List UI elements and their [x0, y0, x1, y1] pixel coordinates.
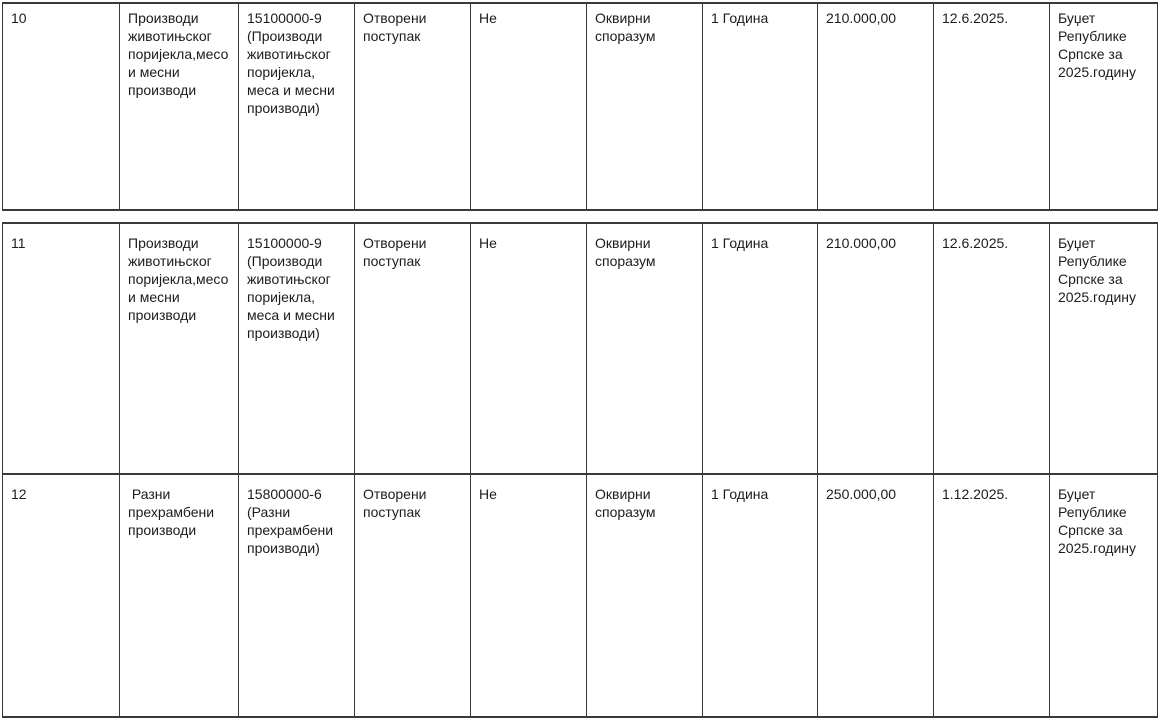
table-row: 12 Разни прехрамбени производи 15800000-… — [2, 473, 1158, 718]
cell-lot-division: Не — [470, 473, 587, 718]
cell-row-number: 12 — [2, 473, 120, 718]
cell-estimated-value: 210.000,00 — [817, 222, 934, 475]
cell-start-date: 1.12.2025. — [933, 473, 1050, 718]
cell-row-number: 10 — [2, 2, 120, 211]
cell-duration: 1 Година — [702, 473, 818, 718]
cell-cpv-code: 15100000-9 (Производи животињског порије… — [238, 2, 355, 211]
cell-lot-division: Не — [470, 2, 587, 211]
procurement-table: 10 Производи животињског поријекла,месо … — [2, 2, 1158, 211]
cell-subject: Разни прехрамбени производи — [119, 473, 239, 718]
cell-funding-source: Буџет Републике Српске за 2025.годину — [1049, 222, 1158, 475]
cell-start-date: 12.6.2025. — [933, 2, 1050, 211]
cell-cpv-code: 15800000-6 (Разни прехрамбени производи) — [238, 473, 355, 718]
table-row: 11 Производи животињског поријекла,месо … — [2, 222, 1158, 475]
cell-row-number: 11 — [2, 222, 120, 475]
cell-procedure-type: Отворени поступак — [354, 2, 471, 211]
cell-funding-source: Буџет Републике Српске за 2025.годину — [1049, 2, 1158, 211]
cell-funding-source: Буџет Републике Српске за 2025.годину — [1049, 473, 1158, 718]
table-row: 10 Производи животињског поријекла,месо … — [2, 2, 1158, 211]
cell-estimated-value: 250.000,00 — [817, 473, 934, 718]
procurement-table-block-1: 10 Производи животињског поријекла,месо … — [2, 2, 1158, 211]
cell-procedure-type: Отворени поступак — [354, 222, 471, 475]
cell-procedure-type: Отворени поступак — [354, 473, 471, 718]
cell-subject: Производи животињског поријекла,месо и м… — [119, 2, 239, 211]
cell-contract-form: Оквирни споразум — [586, 2, 703, 211]
cell-lot-division: Не — [470, 222, 587, 475]
cell-estimated-value: 210.000,00 — [817, 2, 934, 211]
cell-subject: Производи животињског поријекла,месо и м… — [119, 222, 239, 475]
cell-duration: 1 Година — [702, 222, 818, 475]
procurement-table-block-2: 11 Производи животињског поријекла,месо … — [2, 222, 1158, 718]
cell-contract-form: Оквирни споразум — [586, 222, 703, 475]
cell-start-date: 12.6.2025. — [933, 222, 1050, 475]
procurement-table: 11 Производи животињског поријекла,месо … — [2, 222, 1158, 718]
cell-contract-form: Оквирни споразум — [586, 473, 703, 718]
cell-cpv-code: 15100000-9 (Производи животињског порије… — [238, 222, 355, 475]
cell-duration: 1 Година — [702, 2, 818, 211]
